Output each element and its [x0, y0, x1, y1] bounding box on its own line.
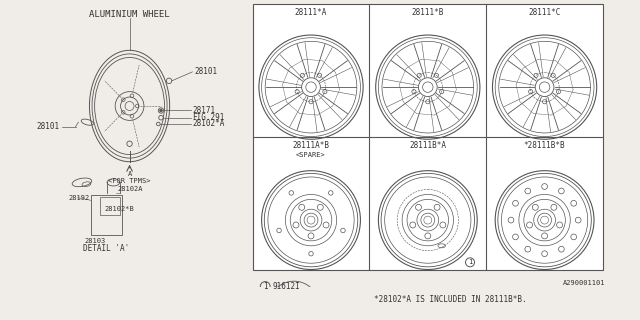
Text: *28102*A IS INCLUDED IN 28111B*B.: *28102*A IS INCLUDED IN 28111B*B. — [374, 295, 527, 304]
Text: *28111B*B: *28111B*B — [524, 141, 565, 150]
Text: 28171: 28171 — [193, 106, 216, 115]
Text: 28111*B: 28111*B — [412, 8, 444, 17]
Text: 91612I: 91612I — [273, 282, 300, 291]
Text: 1: 1 — [468, 259, 472, 265]
Text: 28101: 28101 — [194, 68, 218, 76]
Text: 28103: 28103 — [84, 238, 106, 244]
Text: <SPARE>: <SPARE> — [296, 152, 326, 158]
Text: 28111A*B: 28111A*B — [292, 141, 330, 150]
Text: 28111*A: 28111*A — [295, 8, 327, 17]
Bar — [253, 4, 603, 270]
Text: 28111*C: 28111*C — [529, 8, 561, 17]
Text: <FOR TPMS>: <FOR TPMS> — [108, 179, 151, 184]
Bar — [91, 195, 122, 236]
Bar — [100, 197, 120, 215]
Text: 28111B*A: 28111B*A — [410, 141, 446, 150]
Text: 1: 1 — [263, 282, 268, 291]
Text: A290001101: A290001101 — [563, 280, 605, 286]
Circle shape — [159, 109, 163, 112]
Text: 28102*B: 28102*B — [104, 206, 134, 212]
Text: 28102A: 28102A — [118, 186, 143, 192]
Text: 28192: 28192 — [68, 195, 90, 201]
Text: FIG.291: FIG.291 — [193, 113, 225, 122]
Text: DETAIL 'A': DETAIL 'A' — [83, 244, 129, 253]
Text: A: A — [127, 171, 132, 177]
Text: 28102*A: 28102*A — [193, 119, 225, 128]
Text: 28101: 28101 — [36, 122, 60, 131]
Text: ALUMINIUM WHEEL: ALUMINIUM WHEEL — [89, 10, 170, 19]
